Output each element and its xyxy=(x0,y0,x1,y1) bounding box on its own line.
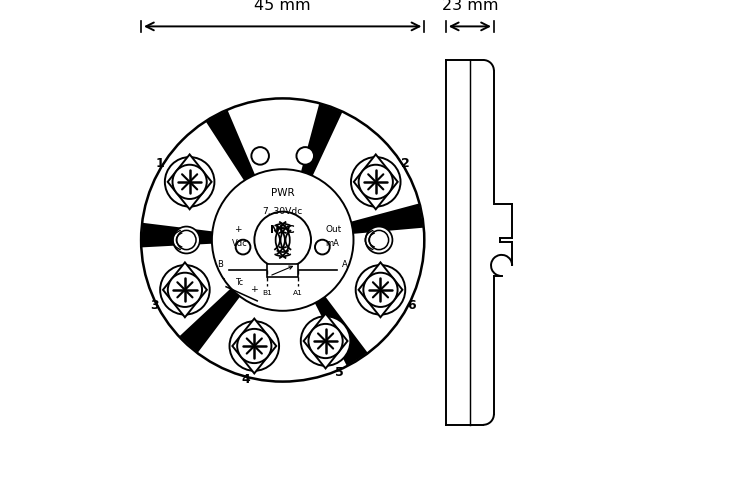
Circle shape xyxy=(366,227,392,253)
Circle shape xyxy=(173,227,200,253)
Circle shape xyxy=(141,98,424,382)
Circle shape xyxy=(356,265,405,314)
Circle shape xyxy=(168,273,202,307)
Polygon shape xyxy=(359,263,403,317)
Text: 23 mm: 23 mm xyxy=(441,0,498,13)
Text: 2: 2 xyxy=(400,157,409,170)
Polygon shape xyxy=(168,155,212,209)
Text: +: + xyxy=(250,285,259,294)
Circle shape xyxy=(363,273,398,307)
Text: B: B xyxy=(218,260,224,269)
Circle shape xyxy=(315,240,330,254)
Text: A1: A1 xyxy=(293,289,303,296)
Text: 5: 5 xyxy=(335,366,343,380)
Wedge shape xyxy=(180,286,242,352)
Circle shape xyxy=(301,316,351,366)
Text: 7..30Vdc: 7..30Vdc xyxy=(262,207,303,216)
Circle shape xyxy=(237,329,271,363)
Text: -: - xyxy=(221,274,225,283)
Polygon shape xyxy=(233,319,276,373)
Circle shape xyxy=(160,265,210,314)
Circle shape xyxy=(172,165,207,199)
Text: NFC: NFC xyxy=(270,225,295,235)
Circle shape xyxy=(254,212,311,268)
Text: 1: 1 xyxy=(156,157,165,170)
Circle shape xyxy=(296,147,314,165)
Text: 45 mm: 45 mm xyxy=(254,0,311,13)
Text: mA: mA xyxy=(325,239,340,248)
Text: 4: 4 xyxy=(241,373,250,386)
Text: A: A xyxy=(342,260,348,269)
Wedge shape xyxy=(206,110,256,183)
Circle shape xyxy=(251,147,269,165)
Circle shape xyxy=(212,169,354,311)
Circle shape xyxy=(236,240,250,254)
Text: Tc: Tc xyxy=(236,278,244,287)
Polygon shape xyxy=(163,263,207,317)
Circle shape xyxy=(230,321,279,371)
Text: +: + xyxy=(233,225,241,234)
Circle shape xyxy=(177,230,196,250)
Text: B1: B1 xyxy=(262,289,272,296)
Bar xyxy=(267,264,298,277)
Text: 3: 3 xyxy=(149,299,158,312)
Circle shape xyxy=(359,165,393,199)
Circle shape xyxy=(351,157,400,206)
Text: Vdc: Vdc xyxy=(233,239,248,248)
Wedge shape xyxy=(300,104,343,179)
Circle shape xyxy=(369,230,389,250)
Wedge shape xyxy=(314,294,368,366)
Circle shape xyxy=(165,157,215,206)
Circle shape xyxy=(308,324,343,358)
Text: Out: Out xyxy=(325,225,342,234)
Polygon shape xyxy=(304,313,348,369)
Text: PWR: PWR xyxy=(271,188,294,198)
Polygon shape xyxy=(354,155,398,209)
Text: 6: 6 xyxy=(407,299,415,312)
Wedge shape xyxy=(142,223,216,247)
Wedge shape xyxy=(348,204,423,234)
